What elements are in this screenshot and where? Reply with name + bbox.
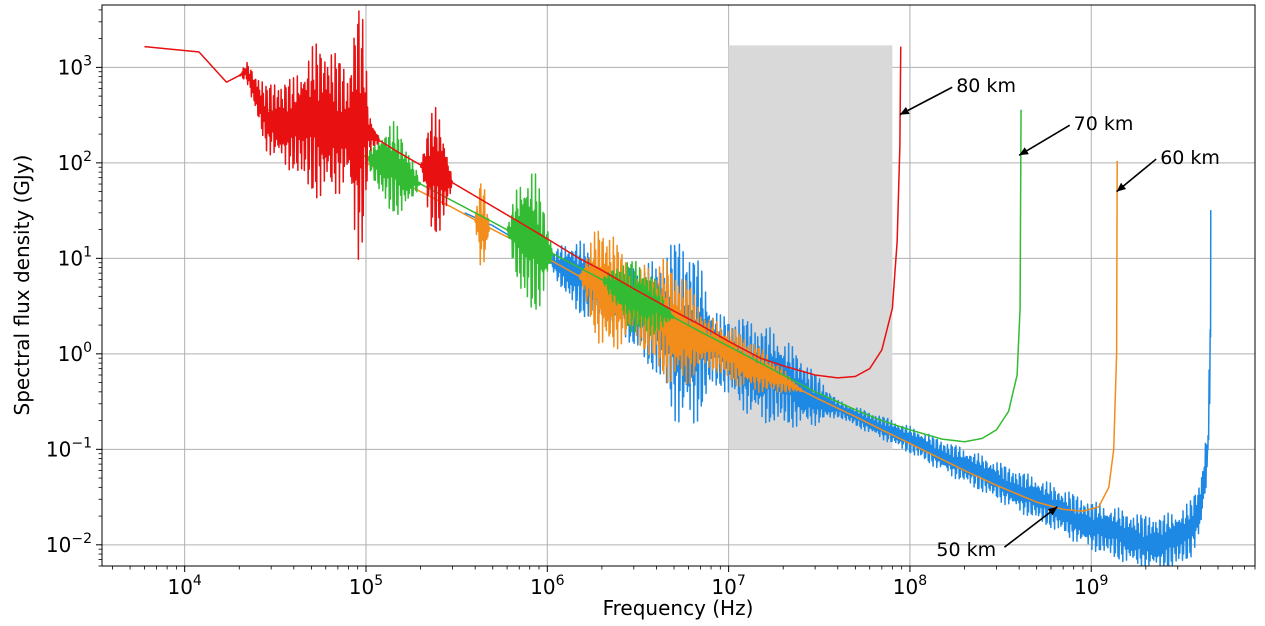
y-tick-label: 101 [58,244,92,270]
y-tick-exp: 3 [83,53,92,69]
plot-frame [101,4,1256,567]
y-tick-exp: −2 [71,531,92,547]
y-tick-label: 103 [58,53,92,79]
x-tick-base: 10 [530,575,555,599]
annotation-label: 60 km [1160,147,1220,169]
annotation-label: 50 km [936,539,996,561]
x-tick-base: 10 [167,575,192,599]
y-tick-exp: 1 [83,244,92,260]
y-tick-exp: 0 [83,340,92,356]
y-tick-label: 102 [58,149,92,175]
y-tick-exp: 2 [83,149,92,165]
x-tick-label: 107 [711,573,745,599]
x-tick-label: 105 [349,573,383,599]
series-line [265,109,1022,443]
x-tick-base: 10 [349,575,374,599]
series-line [144,10,902,379]
y-tick-base: 10 [58,246,83,270]
annotation-label: 70 km [1074,113,1134,135]
y-tick-base: 10 [58,55,83,79]
x-tick-exp: 5 [374,573,383,589]
x-tick-exp: 7 [737,573,746,589]
x-tick-exp: 4 [193,573,202,589]
annotation-arrow [899,86,953,116]
y-axis-label: Spectral flux density (GJy) [10,155,34,416]
annotation-arrow [1003,506,1058,548]
annotation-arrow [1018,124,1071,156]
y-tick-base: 10 [58,151,83,175]
y-tick-label: 10−1 [46,435,92,461]
x-axis-label: Frequency (Hz) [603,596,754,620]
x-tick-label: 108 [893,573,927,599]
x-tick-label: 106 [530,573,564,599]
y-tick-base: 10 [58,342,83,366]
x-tick-label: 104 [167,573,201,599]
x-tick-base: 10 [893,575,918,599]
series-line [365,160,1118,512]
annotation-arrow [1116,158,1157,193]
y-tick-exp: −1 [71,435,92,451]
x-tick-exp: 6 [556,573,565,589]
series-group [144,10,1212,566]
y-tick-label: 100 [58,340,92,366]
y-tick-base: 10 [46,533,71,557]
x-tick-exp: 8 [918,573,927,589]
x-tick-base: 10 [1074,575,1099,599]
y-tick-label: 10−2 [46,531,92,557]
x-tick-exp: 9 [1100,573,1109,589]
annotations-group: 80 km 70 km 60 km 50 km [899,75,1220,561]
annotation-label: 80 km [956,75,1016,97]
x-tick-label: 109 [1074,573,1108,599]
x-tick-base: 10 [711,575,736,599]
y-tick-base: 10 [46,437,71,461]
